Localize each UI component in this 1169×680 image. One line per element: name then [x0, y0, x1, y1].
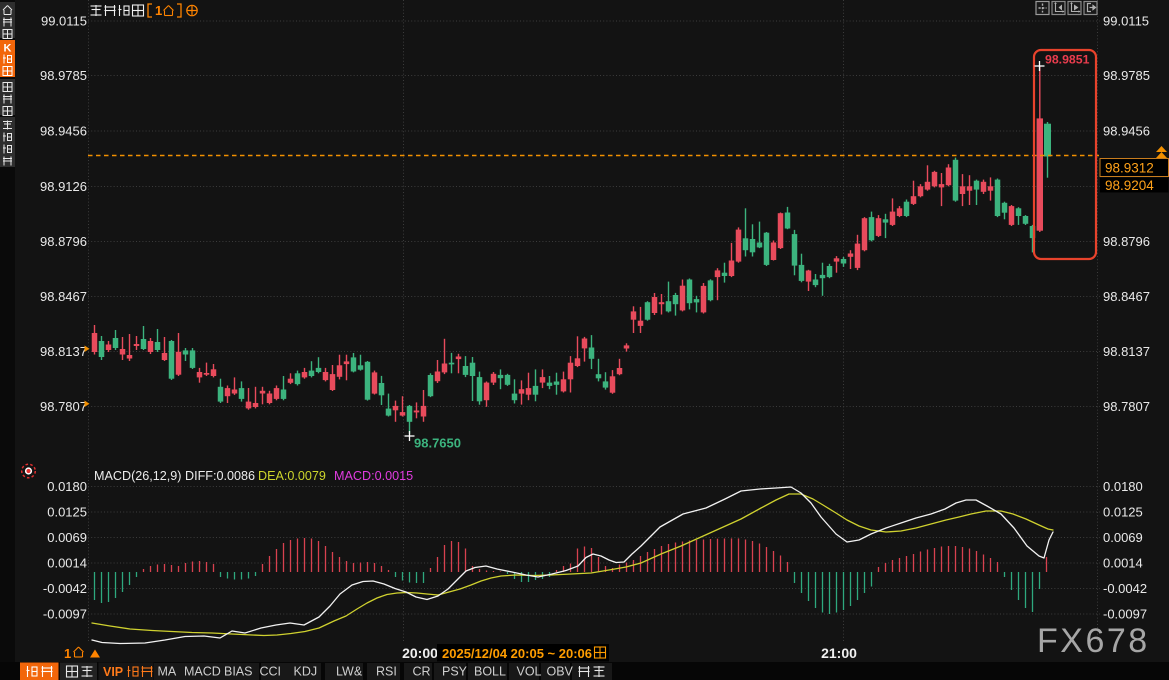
- svg-text:98.8137: 98.8137: [40, 344, 87, 359]
- svg-text:-0.0097: -0.0097: [43, 607, 87, 622]
- svg-text:DEA:0.0079: DEA:0.0079: [258, 469, 326, 483]
- svg-text:BOLL: BOLL: [474, 665, 506, 679]
- svg-text:98.8467: 98.8467: [40, 289, 87, 304]
- svg-text:VIP: VIP: [103, 665, 123, 679]
- svg-text:98.8137: 98.8137: [1103, 344, 1150, 359]
- svg-text:98.9785: 98.9785: [1103, 68, 1150, 83]
- svg-text:98.9456: 98.9456: [1103, 124, 1150, 139]
- svg-text:98.7650: 98.7650: [414, 436, 461, 451]
- svg-text:0.0014: 0.0014: [1103, 556, 1143, 571]
- svg-text:99.0115: 99.0115: [1103, 14, 1149, 29]
- svg-text:0.0014: 0.0014: [47, 556, 87, 571]
- svg-text:MACD: MACD: [184, 665, 221, 679]
- svg-text:2025/12/04 20:05 ~ 20:06: 2025/12/04 20:05 ~ 20:06: [442, 646, 592, 661]
- svg-text:98.8796: 98.8796: [40, 234, 87, 249]
- svg-text:0.0180: 0.0180: [1103, 479, 1143, 494]
- svg-text:98.9851: 98.9851: [1045, 53, 1090, 67]
- svg-text:LW&: LW&: [336, 665, 363, 679]
- svg-text:0.0125: 0.0125: [1103, 505, 1143, 520]
- svg-text:-0.0097: -0.0097: [1103, 607, 1147, 622]
- svg-text:PSY: PSY: [442, 665, 468, 679]
- svg-text:98.7807: 98.7807: [1103, 399, 1150, 414]
- svg-text:98.9456: 98.9456: [40, 124, 87, 139]
- svg-text:1: 1: [155, 3, 162, 18]
- svg-text:-0.0042: -0.0042: [43, 581, 87, 596]
- svg-text:MA: MA: [158, 665, 177, 679]
- svg-text:VOL: VOL: [517, 665, 542, 679]
- svg-text:KDJ: KDJ: [294, 665, 318, 679]
- svg-text:BIAS: BIAS: [224, 665, 253, 679]
- svg-text:K: K: [4, 43, 12, 55]
- svg-text:98.8467: 98.8467: [1103, 289, 1150, 304]
- svg-text:20:00: 20:00: [402, 645, 438, 661]
- svg-text:99.0115: 99.0115: [41, 14, 87, 29]
- svg-text:OBV: OBV: [547, 665, 574, 679]
- svg-text:CR: CR: [413, 665, 431, 679]
- svg-text:98.7807: 98.7807: [40, 399, 87, 414]
- svg-text:FX678: FX678: [1037, 622, 1150, 660]
- svg-text:21:00: 21:00: [821, 645, 857, 661]
- svg-text:MACD:0.0015: MACD:0.0015: [334, 469, 413, 483]
- svg-text:0.0125: 0.0125: [47, 505, 87, 520]
- svg-text:98.8796: 98.8796: [1103, 234, 1150, 249]
- svg-text:98.9312: 98.9312: [1105, 161, 1154, 176]
- svg-text:0.0180: 0.0180: [47, 479, 87, 494]
- svg-text:-0.0042: -0.0042: [1103, 581, 1147, 596]
- svg-text:MACD(26,12,9) DIFF:0.0086: MACD(26,12,9) DIFF:0.0086: [94, 469, 255, 483]
- svg-text:0.0069: 0.0069: [1103, 530, 1143, 545]
- svg-text:CCI: CCI: [260, 665, 282, 679]
- svg-text:98.9126: 98.9126: [40, 179, 87, 194]
- svg-text:0.0069: 0.0069: [47, 530, 87, 545]
- svg-text:98.9785: 98.9785: [40, 68, 87, 83]
- svg-text:98.9204: 98.9204: [1105, 178, 1154, 193]
- svg-text:1: 1: [64, 646, 71, 661]
- svg-text:RSI: RSI: [376, 665, 397, 679]
